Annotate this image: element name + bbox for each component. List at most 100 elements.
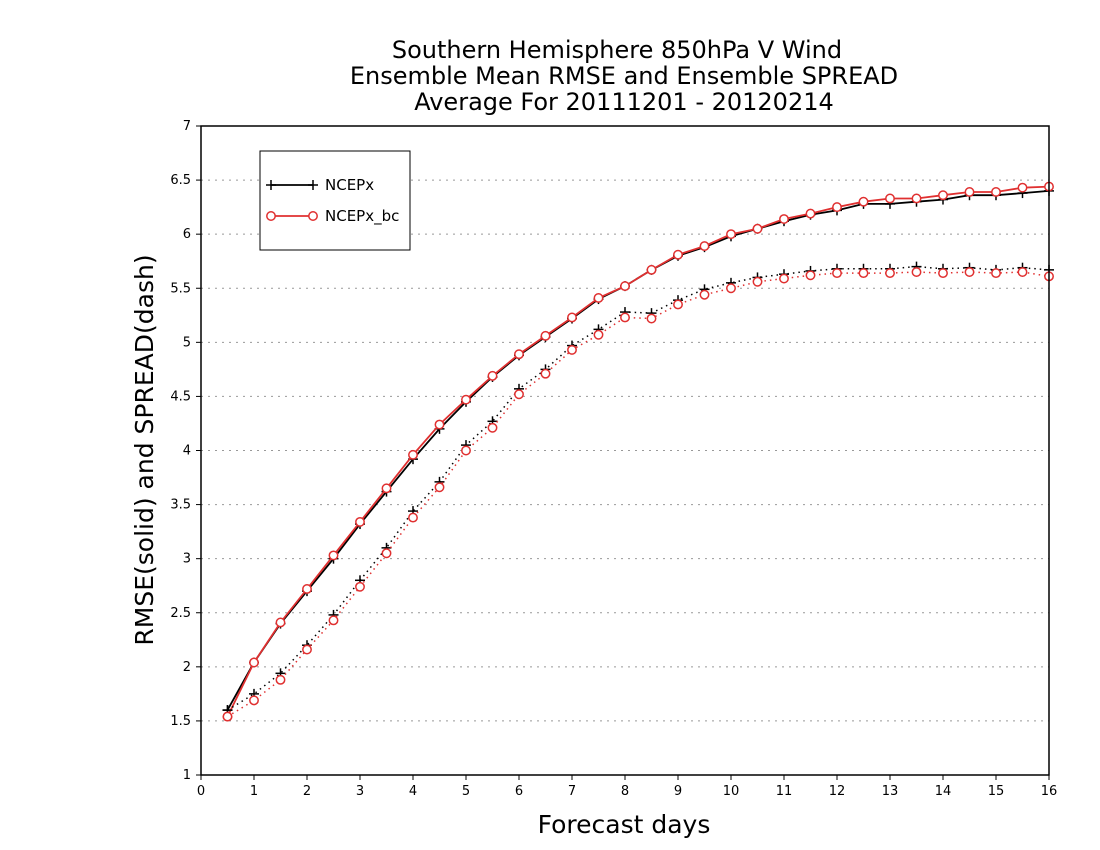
data-point-ncepx-bc-rmse (408, 449, 418, 460)
data-point-ncepx-bc-spread (487, 422, 498, 433)
data-point-ncepx-bc-rmse (752, 223, 763, 234)
data-point-ncepx-bc-spread (991, 268, 1001, 279)
legend-marker-end (308, 180, 318, 190)
x-tick-label: 1 (250, 784, 258, 799)
legend-marker-start (266, 180, 276, 190)
data-point-ncepx-bc-rmse (911, 193, 922, 204)
legend-item: NCEPx_bc (266, 207, 399, 226)
data-point-ncepx-bc-spread (514, 389, 524, 400)
x-tick-label: 15 (988, 784, 1005, 799)
legend-marker-start (266, 211, 276, 221)
y-tick-label: 2 (183, 660, 191, 675)
data-point-ncepx-bc-spread (540, 368, 551, 379)
x-tick-label: 11 (776, 784, 793, 799)
data-point-ncepx-bc-rmse (805, 208, 816, 219)
data-point-ncepx-bc-spread (620, 312, 630, 323)
y-tick-label: 4 (183, 444, 191, 459)
legend-label: NCEPx (325, 176, 374, 194)
data-point-ncepx-bc-spread (938, 268, 948, 279)
data-point-ncepx-bc-spread (1017, 267, 1028, 277)
data-point-ncepx-bc-spread (911, 267, 922, 277)
series-line-ncepx-bc-rmse (226, 185, 1050, 717)
series-ncepx-bc-rmse (222, 181, 1054, 722)
data-point-ncepx-bc-spread (673, 299, 683, 310)
data-point-ncepx-bc-rmse (381, 483, 392, 494)
data-point-ncepx-bc-rmse (964, 187, 975, 197)
chart-title: Southern Hemisphere 850hPa V Wind Ensemb… (350, 36, 898, 116)
data-point-ncepx-bc-rmse (726, 229, 736, 240)
data-point-ncepx-bc-rmse (434, 419, 445, 430)
y-tick-label: 7 (183, 119, 191, 134)
x-tick-label: 4 (409, 784, 417, 799)
data-point-ncepx-bc-rmse (832, 202, 842, 213)
data-point-ncepx-bc-spread (805, 270, 816, 281)
x-axis-title: Forecast days (538, 810, 711, 839)
legend-item: NCEPx (266, 176, 374, 194)
data-point-ncepx-bc-spread (434, 482, 445, 493)
data-point-ncepx-bc-spread (593, 329, 604, 340)
x-tick-label: 14 (935, 784, 952, 799)
series-ncepx-spread (222, 261, 1054, 716)
data-point-ncepx-bc-rmse (302, 584, 312, 594)
data-point-ncepx-bc-rmse (1017, 182, 1028, 193)
data-point-ncepx-bc-spread (752, 276, 763, 287)
y-tick-label: 3 (183, 552, 191, 567)
x-tick-label: 6 (515, 784, 523, 799)
y-tick-label: 3.5 (170, 498, 191, 513)
legend: NCEPx NCEPx_bc (259, 150, 411, 251)
data-point-ncepx-bc-spread (567, 344, 577, 355)
data-point-ncepx-bc-spread (408, 512, 418, 523)
legend-box (259, 150, 411, 251)
x-tick-label: 5 (462, 784, 470, 799)
x-tick-label: 0 (197, 784, 205, 799)
data-point-ncepx-bc-rmse (487, 370, 498, 381)
y-tick-label: 6.5 (170, 173, 191, 188)
data-point-ncepx-bc-spread (275, 674, 286, 685)
y-tick-label: 4.5 (170, 389, 191, 404)
y-tick-label: 1.5 (170, 714, 191, 729)
data-point-ncepx-bc-spread (302, 644, 312, 655)
legend-marker-end (308, 211, 318, 221)
plot-frame (200, 125, 1050, 776)
data-point-ncepx-bc-spread (355, 581, 365, 592)
data-point-ncepx-bc-spread (461, 445, 471, 456)
data-point-ncepx-bc-rmse (673, 249, 683, 260)
x-tick-label: 16 (1041, 784, 1058, 799)
data-point-ncepx-bc-spread (328, 615, 339, 626)
grid (201, 179, 1049, 722)
data-point-ncepx-bc-rmse (593, 293, 604, 303)
data-point-ncepx-bc-spread (381, 548, 392, 559)
y-tick-label: 5.5 (170, 281, 191, 296)
legend-label: NCEPx_bc (325, 207, 399, 226)
x-tick-label: 10 (723, 784, 740, 799)
data-point-ncepx-bc-spread (964, 267, 975, 277)
y-tick-label: 2.5 (170, 606, 191, 621)
data-point-ncepx-bc-rmse (620, 281, 630, 292)
series-ncepx-bc-spread (222, 267, 1054, 722)
y-tick-label: 6 (183, 227, 191, 242)
data-point-ncepx-bc-rmse (275, 617, 286, 628)
x-tick-label: 8 (621, 784, 629, 799)
x-axis-ticks: 0 1 2 3 4 5 6 7 8 9 10 11 12 13 14 15 16 (197, 775, 1057, 799)
data-point-ncepx-bc-spread (726, 283, 736, 294)
data-point-ncepx-bc-rmse (355, 516, 365, 527)
y-tick-label: 5 (183, 335, 191, 350)
data-point-ncepx-bc-spread (885, 268, 895, 279)
data-point-ncepx-bc-rmse (249, 657, 259, 668)
data-point-ncepx-bc-rmse (991, 187, 1001, 197)
chart-title-line-3: Average For 20111201 - 20120214 (414, 88, 834, 116)
data-point-ncepx-bc-rmse (514, 349, 524, 360)
data-point-ncepx-bc-rmse (938, 190, 948, 201)
data-point-ncepx-bc-rmse (699, 241, 710, 252)
data-point-ncepx-bc-rmse (885, 193, 895, 204)
data-point-ncepx-bc-rmse (540, 330, 551, 341)
x-tick-label: 13 (882, 784, 899, 799)
chart-title-line-2: Ensemble Mean RMSE and Ensemble SPREAD (350, 62, 898, 90)
y-axis-ticks: 1 1.5 2 2.5 3 3.5 4 4.5 5 5.5 6 6.5 7 (170, 119, 201, 783)
x-tick-label: 9 (674, 784, 682, 799)
data-point-ncepx-bc-spread (699, 289, 710, 300)
data-point-ncepx-bc-spread (779, 273, 789, 284)
series-line-ncepx-spread (227, 265, 1050, 711)
chart-title-line-1: Southern Hemisphere 850hPa V Wind (392, 36, 842, 64)
